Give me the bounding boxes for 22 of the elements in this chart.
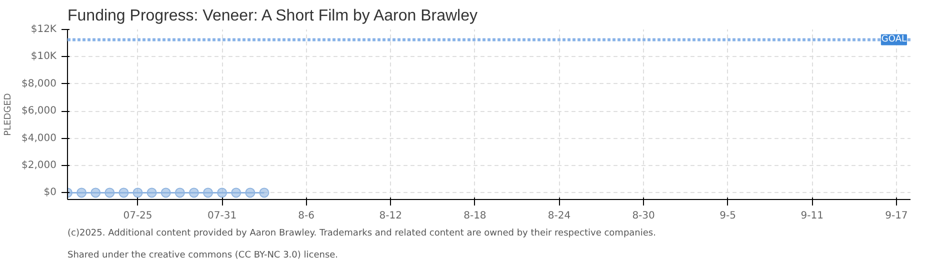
- x-tick-label: 07-31: [208, 210, 237, 222]
- x-tick-label: 8-24: [548, 210, 571, 222]
- y-tick-label: $0: [44, 187, 57, 198]
- x-tick-label: 9-17: [885, 210, 908, 222]
- y-axis-title: PLEDGED: [4, 93, 14, 136]
- y-tick-label: $8,000: [22, 78, 57, 90]
- chart-title: Funding Progress: Veneer: A Short Film by Aaron Brawley: [68, 8, 478, 24]
- x-tick-label: 8-6: [298, 210, 315, 222]
- y-tick-label: $4,000: [22, 132, 57, 144]
- x-tick-label: 9-5: [720, 210, 736, 222]
- ref-line-label: GOAL: [881, 34, 907, 45]
- y-tick-label: $12K: [30, 24, 57, 35]
- x-tick-label: 8-12: [379, 210, 402, 222]
- y-tick-label: $10K: [30, 51, 57, 62]
- text: (c)2025. Additional content provided by Aaron Brawley. Trademarks and related content are owned by their respective companies.: [68, 228, 656, 238]
- y-tick-label: $6,000: [22, 106, 57, 117]
- text: Shared under the creative commons (CC BY-NC 3.0) license.: [68, 250, 338, 260]
- x-tick-label: 9-11: [800, 210, 824, 222]
- x-tick-label: 8-30: [632, 210, 655, 222]
- x-tick-label: 07-25: [123, 210, 152, 222]
- y-tick-label: $2,000: [22, 160, 57, 171]
- x-tick-label: 8-18: [464, 210, 486, 222]
